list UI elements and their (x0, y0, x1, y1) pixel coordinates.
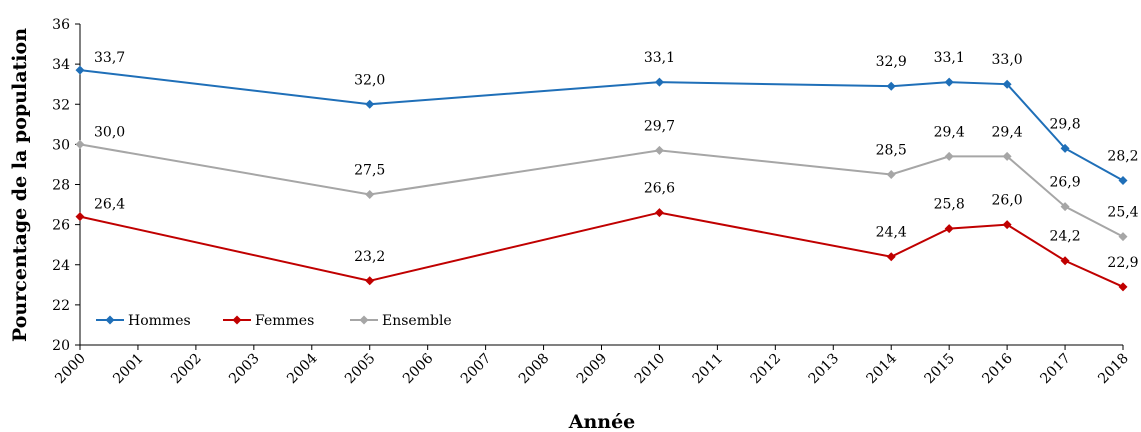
legend-label-hommes: Hommes (128, 313, 191, 329)
y-tick-label: 26 (52, 218, 70, 234)
data-label-hommes: 29,8 (1049, 116, 1080, 132)
series-layer (75, 65, 1128, 292)
series-line-ensemble (79, 143, 1124, 238)
data-label-femmes: 24,4 (876, 225, 907, 241)
legend-swatch-marker (359, 315, 369, 325)
x-tick-label: 2007 (458, 351, 495, 388)
x-tick-label: 2010 (632, 351, 669, 388)
data-label-hommes: 28,2 (1107, 148, 1138, 164)
y-tick-label: 22 (52, 298, 70, 314)
data-point-ensemble (944, 151, 954, 161)
x-tick-label: 2000 (52, 351, 89, 388)
x-tick-label: 2015 (921, 351, 958, 388)
data-point-hommes (75, 65, 85, 75)
data-label-ensemble: 29,4 (992, 124, 1023, 140)
x-tick-label: 2018 (1095, 351, 1132, 388)
data-point-hommes (886, 81, 896, 91)
data-point-femmes (654, 208, 664, 218)
data-point-femmes (1118, 282, 1128, 292)
x-tick-label: 2009 (574, 351, 611, 388)
y-tick-label: 20 (52, 338, 70, 354)
x-tick-label: 2017 (1037, 351, 1074, 388)
data-point-femmes (886, 252, 896, 262)
data-point-ensemble (1118, 232, 1128, 242)
legend-swatch-marker (232, 315, 242, 325)
data-label-hommes: 32,0 (354, 72, 385, 88)
y-tick-label: 24 (52, 258, 70, 274)
data-point-hommes (1060, 143, 1070, 153)
data-point-ensemble (1002, 151, 1012, 161)
y-tick-label: 32 (52, 97, 70, 113)
data-label-femmes: 26,0 (992, 193, 1023, 209)
data-label-ensemble: 25,4 (1107, 205, 1138, 221)
y-tick-label: 30 (52, 137, 70, 153)
data-label-femmes: 22,9 (1107, 255, 1138, 271)
data-point-femmes (365, 276, 375, 286)
x-tick-label: 2014 (864, 350, 901, 387)
x-tick-label: 2005 (342, 351, 379, 388)
data-label-ensemble: 29,4 (934, 124, 965, 140)
x-tick-label: 2012 (748, 351, 785, 388)
series-line-femmes (79, 211, 1124, 288)
y-tick-label: 28 (52, 178, 70, 194)
data-point-ensemble (365, 190, 375, 200)
legend-label-femmes: Femmes (255, 313, 314, 329)
data-label-femmes: 25,8 (934, 197, 965, 213)
data-point-femmes (75, 212, 85, 222)
data-point-femmes (944, 224, 954, 234)
legend-label-ensemble: Ensemble (382, 313, 452, 329)
data-label-hommes: 32,9 (876, 54, 907, 70)
data-label-ensemble: 27,5 (354, 163, 385, 179)
x-tick-label: 2008 (516, 351, 553, 388)
x-tick-label: 2016 (979, 350, 1016, 387)
x-tick-label: 2003 (226, 351, 263, 388)
y-tick-label: 36 (52, 17, 70, 33)
series-line-hommes (79, 69, 1124, 182)
data-point-hommes (1118, 175, 1128, 185)
x-tick-label: 2011 (690, 351, 727, 388)
data-point-ensemble (654, 145, 664, 155)
legend: Hommes Femmes Ensemble (96, 313, 452, 329)
data-label-femmes: 26,4 (94, 197, 125, 213)
x-tick-label: 2006 (400, 350, 437, 387)
data-point-femmes (1002, 220, 1012, 230)
y-axis-title: Pourcentage de la population (9, 28, 31, 342)
x-tick-label: 2004 (284, 350, 321, 387)
data-label-ensemble: 26,9 (1049, 175, 1080, 191)
data-point-ensemble (1060, 202, 1070, 212)
data-point-hommes (365, 99, 375, 109)
y-tick-label: 34 (52, 57, 70, 73)
data-label-ensemble: 29,7 (644, 118, 675, 134)
data-label-ensemble: 30,0 (94, 124, 125, 140)
data-label-hommes: 33,0 (992, 52, 1023, 68)
data-label-hommes: 33,7 (94, 50, 125, 66)
data-point-hommes (1002, 79, 1012, 89)
data-point-hommes (654, 77, 664, 87)
data-label-femmes: 23,2 (354, 249, 385, 265)
data-point-ensemble (886, 169, 896, 179)
x-axis-ticks: 2000 2001 2002 2003 2004 2005 2006 2007 2008 2009… (52, 345, 1132, 387)
data-point-hommes (944, 77, 954, 87)
x-axis-title: Année (568, 411, 636, 432)
data-point-ensemble (75, 139, 85, 149)
data-point-femmes (1060, 256, 1070, 266)
data-label-hommes: 33,1 (934, 50, 965, 66)
legend-swatch-marker (105, 315, 115, 325)
data-label-femmes: 24,2 (1049, 229, 1080, 245)
data-labels: 33,7 32,0 33,1 32,9 33,1 33,0 29,8 28,2 26,4 23,2… (94, 50, 1139, 271)
data-label-ensemble: 28,5 (876, 142, 907, 158)
x-tick-label: 2013 (806, 351, 843, 388)
y-axis-ticks: 20 22 24 26 28 30 32 34 36 (52, 17, 80, 354)
data-label-hommes: 33,1 (644, 50, 675, 66)
x-tick-label: 2001 (110, 351, 147, 388)
data-label-femmes: 26,6 (644, 181, 675, 197)
x-tick-label: 2002 (168, 351, 205, 388)
